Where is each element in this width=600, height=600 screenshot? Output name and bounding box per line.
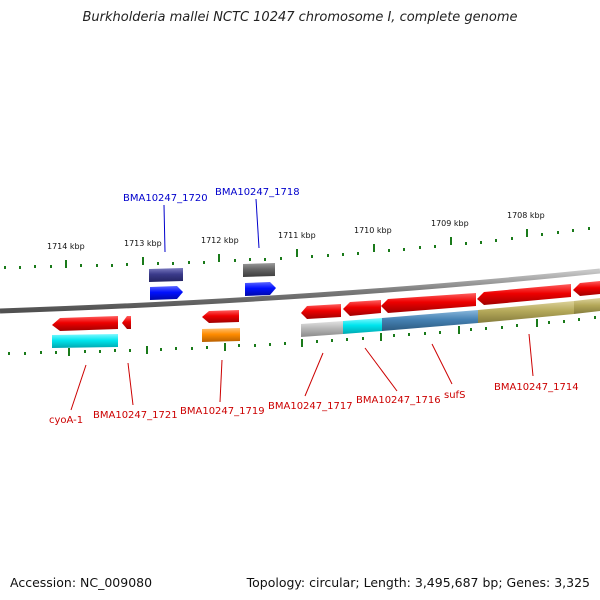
- gene-cyoa-1-cds[interactable]: [52, 316, 118, 331]
- gene-label-bma10247-1716[interactable]: BMA10247_1716: [356, 395, 441, 406]
- top-gene-labels: BMA10247_1720 BMA10247_1718: [123, 187, 300, 253]
- scale-label: 1714 kbp: [47, 242, 85, 251]
- gene-label-bma10247-1719[interactable]: BMA10247_1719: [180, 406, 265, 417]
- gene-label-bma10247-1717[interactable]: BMA10247_1717: [268, 401, 353, 412]
- leader-line: [431, 343, 453, 385]
- leader-line: [127, 362, 134, 406]
- gene-next-cds[interactable]: [573, 281, 600, 296]
- reverse-features: [52, 298, 600, 348]
- gene-cyoa-1-feature[interactable]: [52, 334, 118, 348]
- gene-bma10247-1714-cds[interactable]: [477, 284, 571, 305]
- accession-number: Accession: NC_009080: [10, 575, 153, 590]
- upper-scale: [4, 227, 590, 269]
- gene-label-cyoa-1[interactable]: cyoA-1: [49, 415, 83, 426]
- gene-bma10247-1714-feature[interactable]: [478, 301, 574, 323]
- gene-bma10247-1716-cds[interactable]: [343, 300, 381, 316]
- gene-label-sufs[interactable]: sufS: [444, 390, 465, 401]
- scale-label: 1710 kbp: [354, 226, 392, 235]
- genome-summary: Topology: circular; Length: 3,495,687 bp…: [246, 575, 590, 590]
- gene-bma10247-1716-feature[interactable]: [343, 318, 382, 334]
- scale-label: 1713 kbp: [124, 239, 162, 248]
- gene-label-bma10247-1721[interactable]: BMA10247_1721: [93, 410, 178, 421]
- scale-label: 1709 kbp: [431, 219, 469, 228]
- gene-sufs-feature[interactable]: [382, 310, 478, 331]
- leader-line: [255, 198, 260, 249]
- gene-bma10247-1718-feature[interactable]: [243, 263, 275, 277]
- gene-bma10247-1719-cds[interactable]: [202, 310, 239, 323]
- lower-scale: [8, 316, 596, 356]
- gene-bma10247-1717-feature[interactable]: [301, 321, 343, 337]
- gene-bma10247-1720-feature[interactable]: [149, 268, 183, 282]
- reverse-genes: [52, 281, 600, 331]
- gene-label-bma10247-1714[interactable]: BMA10247_1714: [494, 382, 579, 393]
- scale-label: 1708 kbp: [507, 211, 545, 220]
- gene-bma10247-1717-cds[interactable]: [301, 304, 341, 319]
- scale-label: 1712 kbp: [201, 236, 239, 245]
- gene-sufs-cds[interactable]: [381, 293, 476, 313]
- bottom-gene-labels: cyoA-1 BMA10247_1721 BMA10247_1719 BMA10…: [49, 333, 579, 426]
- leader-line: [364, 347, 398, 392]
- gene-bma10247-1720-cds[interactable]: [150, 286, 183, 300]
- gene-next-feature[interactable]: [574, 298, 600, 314]
- gene-bma10247-1721-cds[interactable]: [122, 316, 131, 329]
- leader-line: [70, 364, 87, 411]
- gene-label-bma10247-1720[interactable]: BMA10247_1720: [123, 193, 208, 204]
- genome-title: Burkholderia mallei NCTC 10247 chromosom…: [82, 10, 518, 25]
- leader-line: [304, 352, 324, 397]
- chromosome-backbone: [0, 268, 600, 314]
- scale-labels: 1714 kbp 1713 kbp 1712 kbp 1711 kbp 1710…: [47, 211, 545, 251]
- forward-genes: [149, 263, 276, 300]
- leader-line: [528, 333, 534, 377]
- gene-bma10247-1718-cds[interactable]: [245, 282, 276, 296]
- leader-line: [163, 204, 166, 253]
- gene-label-bma10247-1718[interactable]: BMA10247_1718: [215, 187, 300, 198]
- leader-line: [219, 359, 223, 403]
- scale-label: 1711 kbp: [278, 231, 316, 240]
- gene-bma10247-1719-feature[interactable]: [202, 328, 240, 342]
